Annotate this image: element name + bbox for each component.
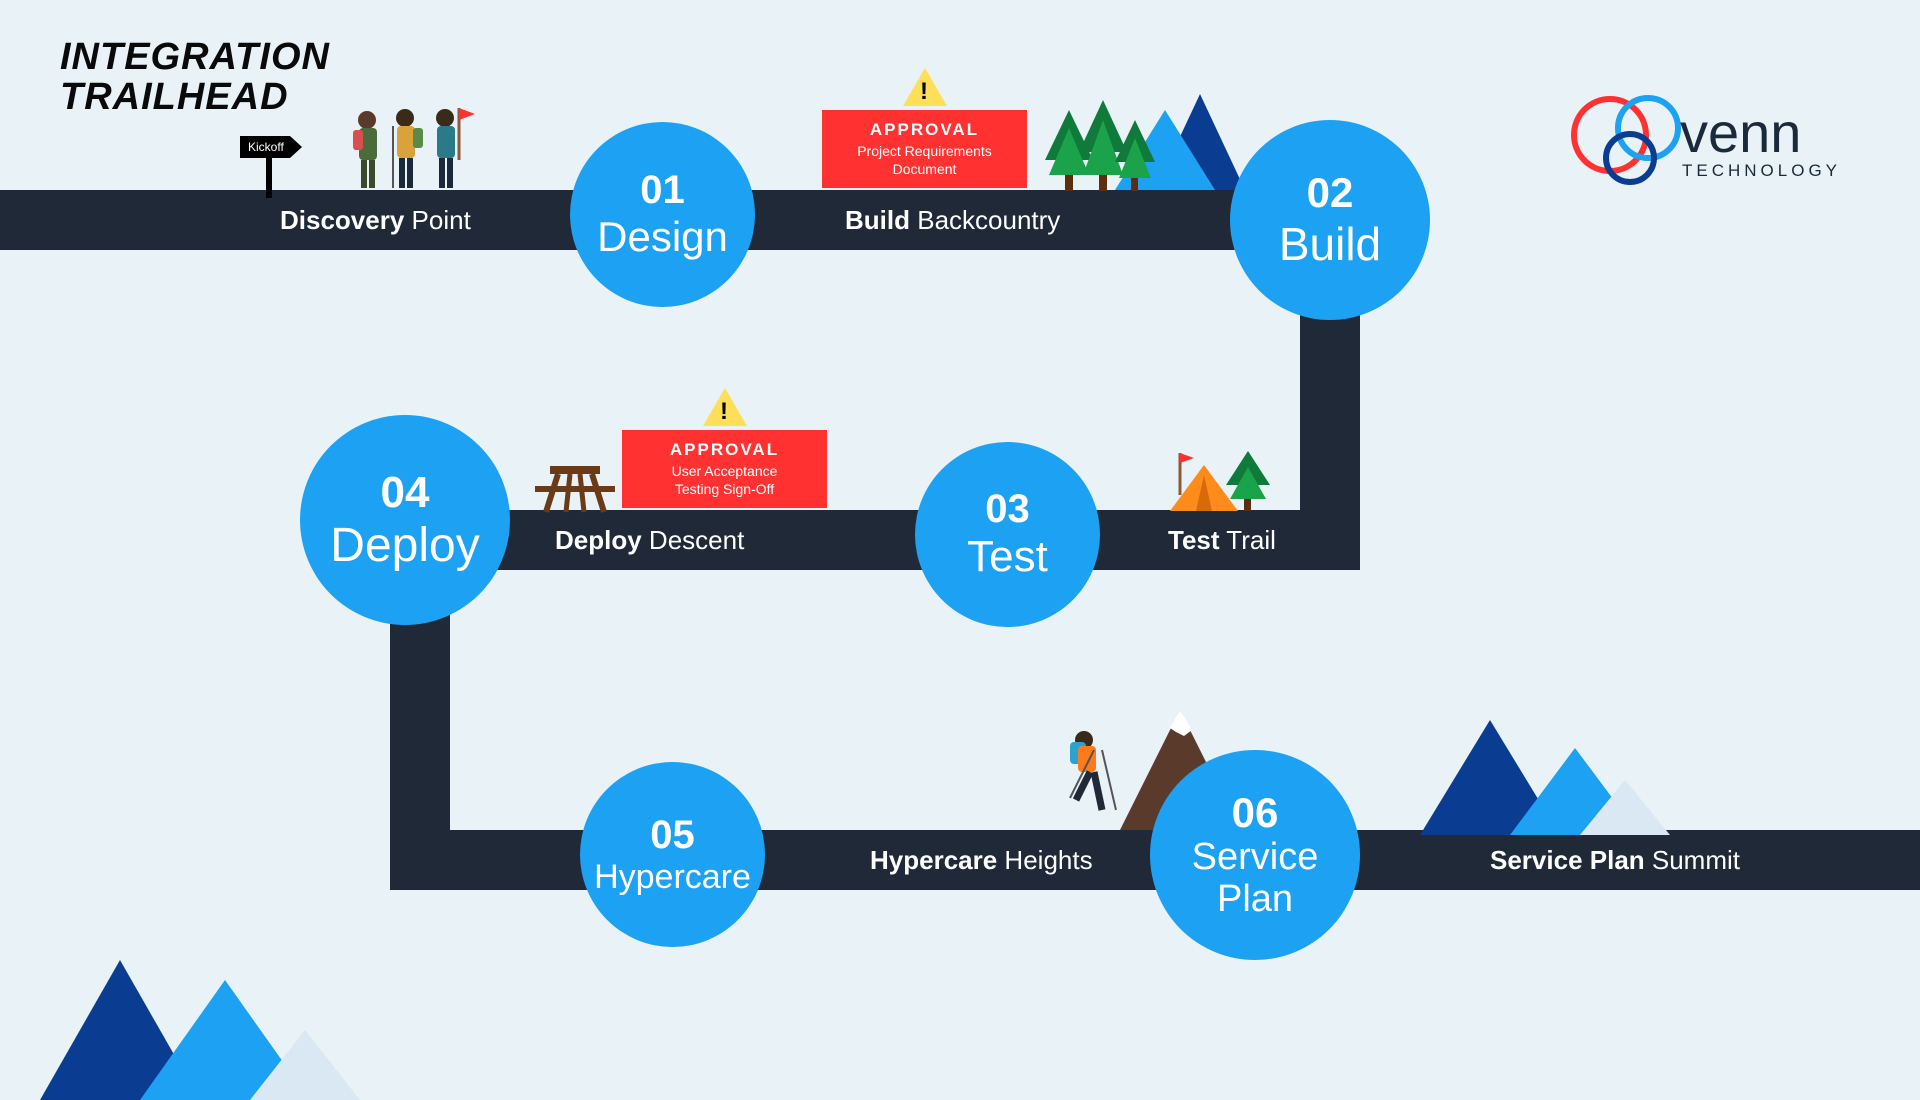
picnic-bench-icon	[530, 458, 620, 518]
svg-text:venn: venn	[1680, 101, 1801, 164]
mountains-right-icon	[1400, 700, 1680, 840]
label-service-plan-summit: Service Plan Summit	[1490, 845, 1740, 876]
mountains-footer-icon	[40, 900, 360, 1100]
page-title: INTEGRATION TRAILHEAD	[60, 38, 330, 118]
stage-01-design: 01 Design	[570, 122, 755, 307]
stage-03-test: 03 Test	[915, 442, 1100, 627]
stage-05-hypercare: 05 Hypercare	[580, 762, 765, 947]
svg-text:TECHNOLOGY: TECHNOLOGY	[1682, 161, 1841, 180]
warning-icon	[703, 388, 747, 426]
label-hypercare-heights: Hypercare Heights	[870, 845, 1093, 876]
title-line1: INTEGRATION	[60, 38, 330, 78]
label-test-trail: Test Trail	[1168, 525, 1276, 556]
tent-tree-icon	[1160, 445, 1280, 525]
stage-02-build: 02 Build	[1230, 120, 1430, 320]
approval-box-2: APPROVAL User AcceptanceTesting Sign-Off	[622, 430, 827, 508]
stage-04-deploy: 04 Deploy	[300, 415, 510, 625]
title-line2: TRAILHEAD	[60, 78, 330, 118]
svg-text:Kickoff: Kickoff	[248, 140, 284, 154]
label-discovery: Discovery Point	[280, 205, 471, 236]
label-deploy-descent: Deploy Descent	[555, 525, 744, 556]
stage-06-service-plan: 06 Service Plan	[1150, 750, 1360, 960]
approval-box-1: APPROVAL Project RequirementsDocument	[822, 110, 1027, 188]
venn-logo: venn TECHNOLOGY	[1560, 80, 1860, 200]
warning-icon	[903, 68, 947, 106]
label-build-backcountry: Build Backcountry	[845, 205, 1060, 236]
hikers-icon	[345, 100, 475, 200]
kickoff-signpost-icon: Kickoff	[230, 118, 310, 198]
mountains-trees-icon	[1035, 80, 1255, 200]
